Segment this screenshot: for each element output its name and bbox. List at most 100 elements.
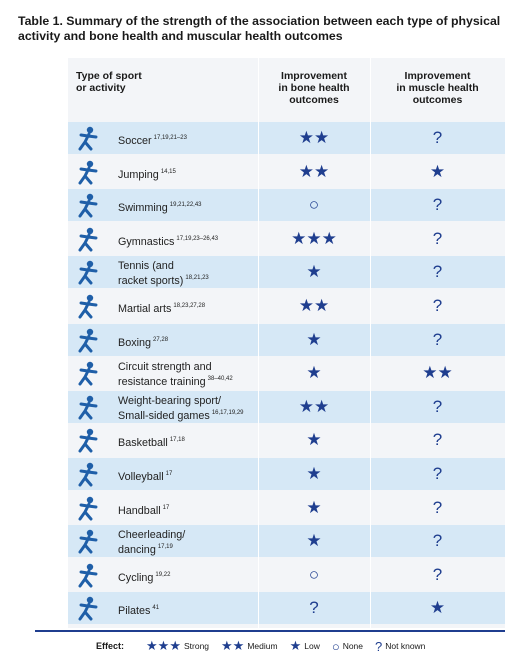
reference: 17,19 (157, 544, 173, 551)
activity-line: Boxing 27,28 (118, 336, 169, 349)
column-divider (370, 58, 371, 628)
activity: Jumping 14,15 (118, 166, 258, 181)
activity: Pilates 41 (118, 602, 258, 617)
muscle-rating: ? (432, 228, 443, 248)
activity-icon (78, 126, 98, 151)
header-line: in bone health (278, 82, 350, 94)
muscle-rating: ★ (429, 161, 446, 181)
activity-icon (78, 193, 98, 218)
column-header: Type of sport or activity (76, 70, 256, 94)
title: Table 1. Summary of the strength of the … (18, 14, 501, 43)
activity-icon (78, 328, 98, 353)
bone-rating: ★★★ (291, 228, 337, 248)
legend-text: Not known (385, 641, 426, 651)
legend-symbol: ○ (331, 638, 340, 654)
legend-label: Effect: (96, 641, 125, 651)
activity: Martial arts 18,23,27,28 (118, 300, 258, 315)
row-bg (68, 525, 505, 558)
activity: Handball 17 (118, 502, 258, 517)
activity-line: Pilates 41 (118, 605, 160, 618)
reference: 16,17,19,29 (211, 409, 244, 416)
column-header: Improvement in bone health outcomes (258, 70, 370, 106)
activity-icon (78, 294, 98, 319)
legend-text: Strong (183, 641, 210, 651)
row-bg (68, 458, 505, 490)
legend-item: ★ Low (290, 638, 320, 654)
legend-text: None (342, 641, 364, 651)
bone-rating: ○ (308, 564, 320, 584)
muscle-rating: ? (432, 195, 443, 215)
reference: 17 (162, 504, 170, 511)
activity: Cheerleading/dancing 17,19 (118, 529, 258, 556)
muscle-rating: ★★ (422, 363, 453, 383)
activity-line: Cheerleading/ (118, 529, 186, 542)
rule (35, 630, 505, 632)
reference: 19,21,22,43 (169, 202, 202, 209)
activity: Tennis (and racket sports) 18,21,23 (118, 260, 258, 287)
activity-line: Jumping 14,15 (118, 168, 176, 181)
muscle-rating: ? (432, 464, 443, 483)
reference: 41 (152, 605, 160, 612)
bone-rating: ★ (306, 531, 322, 551)
row-bg (68, 189, 505, 222)
legend: Effect: ★★★ Strong ★★ Medium ★ Low ○ None? Not kn… (96, 638, 425, 654)
bone-rating: ○ (308, 195, 320, 215)
legend-item: ○ None (332, 639, 363, 654)
reference: 17,19,23–26,43 (176, 235, 219, 242)
legend-symbol: ? (375, 638, 383, 654)
header-line: outcomes (412, 94, 463, 106)
column-header: Improvement in muscle health outcomes (370, 70, 505, 106)
reference: 18,21,23 (185, 275, 209, 282)
activity: Volleyball 17 (118, 468, 258, 483)
header-line: or activity (76, 82, 126, 94)
activity-icon (78, 361, 98, 386)
muscle-rating: ? (432, 497, 443, 517)
header-line: Improvement (281, 70, 347, 82)
legend-text: Low (304, 641, 320, 651)
reference: 17 (165, 471, 173, 477)
bone-rating: ★ (306, 363, 322, 383)
reference: 17,18 (169, 437, 185, 444)
muscle-rating: ? (432, 396, 443, 416)
muscle-rating: ★ (429, 598, 446, 618)
activity-icon (78, 462, 98, 487)
muscle-rating: ? (432, 329, 443, 349)
bone-rating: ★ (306, 430, 322, 450)
header-line: in muscle health (396, 82, 479, 94)
activity: Gymnastics 17,19,23–26,43 (118, 233, 258, 248)
legend-item: ★★ Medium (221, 638, 278, 654)
activity: Soccer 17,19,21–23 (118, 132, 258, 147)
activity-line: Small-sided games 16,17,19,29 (118, 409, 244, 422)
activity-line: Tennis (and (118, 260, 174, 273)
activity: Weight-bearing sport/Small-sided games 16… (118, 395, 258, 422)
legend-symbol: ★★★ (146, 638, 181, 653)
bone-rating: ★★ (298, 161, 330, 181)
muscle-rating: ? (432, 296, 443, 315)
activity: Circuit strength and resistance training 3… (118, 361, 258, 388)
activity-line: resistance training 38–40,42 (118, 376, 233, 389)
activity-icon (78, 597, 98, 621)
reference: 38–40,42 (207, 376, 233, 383)
row-bg (68, 122, 505, 154)
activity: Cycling 19,22 (118, 569, 258, 584)
muscle-rating: ? (432, 430, 443, 450)
activity-icon (78, 261, 98, 285)
bone-rating: ★ (306, 497, 322, 517)
bone-rating: ★★ (298, 296, 330, 315)
activity-icon (78, 429, 98, 453)
reference: 19,22 (155, 571, 171, 578)
bone-rating: ★ (306, 464, 322, 483)
bone-rating: ★★ (298, 128, 330, 147)
header-line: outcomes (289, 94, 339, 106)
activity-line: Handball 17 (118, 504, 170, 517)
activity-line: Gymnastics 17,19,23–26,43 (118, 235, 219, 248)
activity-line: Volleyball 17 (118, 471, 173, 483)
legend-item: ? Not known (375, 639, 425, 654)
activity: Boxing 27,28 (118, 334, 258, 349)
reference: 18,23,27,28 (173, 303, 206, 309)
activity-line: Weight-bearing sport/ (118, 394, 222, 407)
header-line: Improvement (404, 70, 471, 82)
activity-line: Cycling 19,22 (118, 571, 171, 584)
row-bg (68, 323, 505, 356)
activity: Swimming 19,21,22,43 (118, 199, 258, 214)
